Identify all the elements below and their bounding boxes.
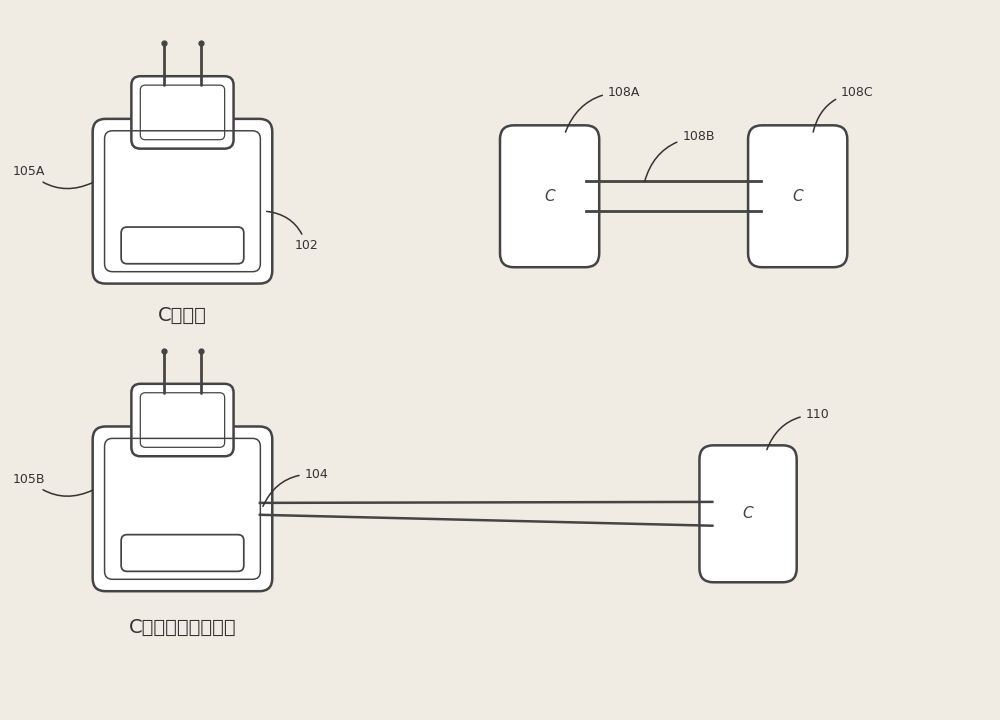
FancyBboxPatch shape [131,76,234,148]
Text: C: C [792,189,803,204]
Text: 104: 104 [263,467,328,506]
Text: 105B: 105B [12,472,93,496]
Text: 108C: 108C [813,86,874,132]
Text: C: C [544,189,555,204]
FancyBboxPatch shape [748,125,847,267]
FancyBboxPatch shape [93,119,272,284]
Text: C型束缚电缆充电器: C型束缚电缆充电器 [129,618,236,637]
Text: 105A: 105A [12,165,93,189]
FancyBboxPatch shape [121,227,244,264]
Text: C型电源: C型电源 [158,306,207,325]
Text: 102: 102 [267,212,318,253]
FancyBboxPatch shape [699,446,797,582]
FancyBboxPatch shape [93,426,272,591]
Text: C: C [743,506,753,521]
FancyBboxPatch shape [500,125,599,267]
Text: 108A: 108A [565,86,640,132]
Text: 108B: 108B [645,130,715,181]
FancyBboxPatch shape [131,384,234,456]
FancyBboxPatch shape [121,535,244,572]
Text: 110: 110 [767,408,829,450]
